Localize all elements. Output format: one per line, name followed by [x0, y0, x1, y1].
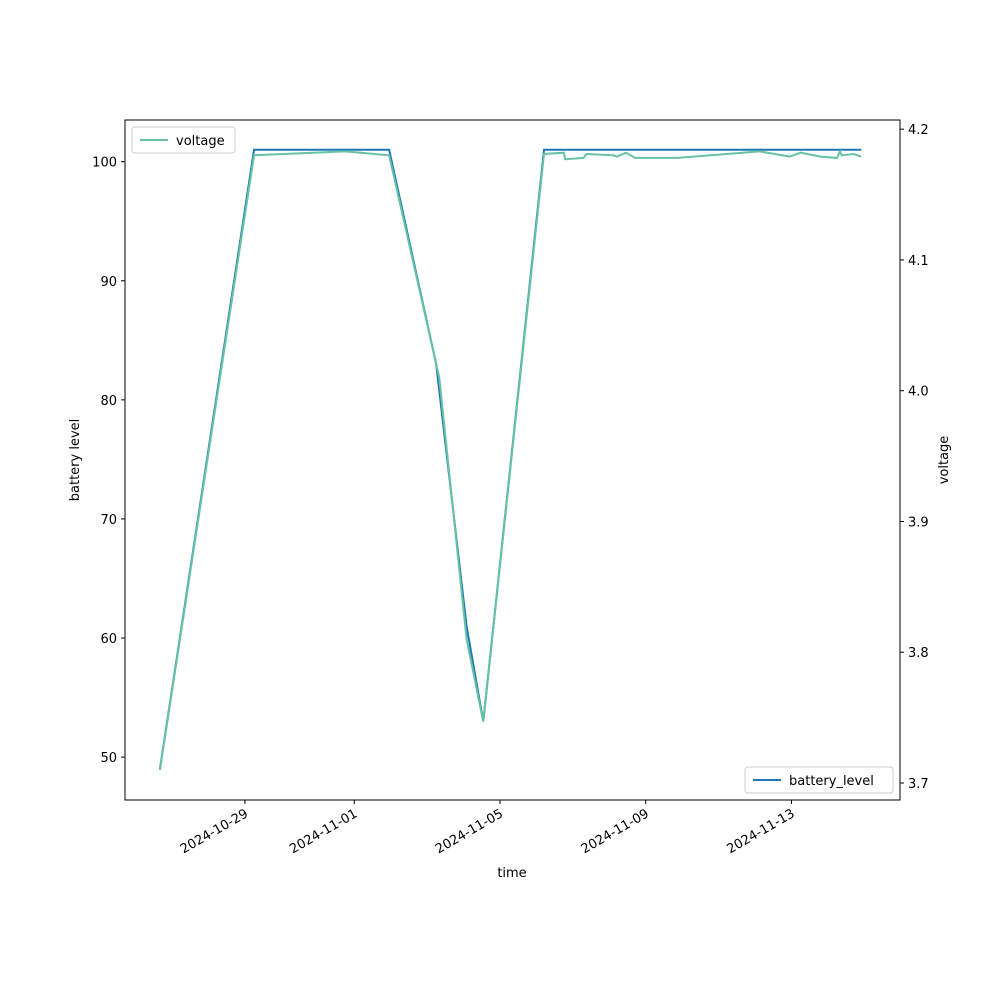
legend-box: [131, 126, 236, 154]
x-tick-label: 2024-11-05: [433, 806, 506, 857]
x-axis-label: time: [497, 866, 526, 881]
y-tick-label: 60: [100, 632, 117, 647]
x-tick-label: 2024-10-29: [178, 806, 251, 857]
legend-box: [744, 766, 894, 794]
y-tick-label: 70: [100, 513, 117, 528]
y-tick-label: 80: [100, 394, 117, 409]
x-tick-label: 2024-11-13: [725, 806, 798, 857]
y-tick-label: 100: [92, 156, 117, 171]
y2-tick-label: 3.9: [908, 515, 929, 530]
y2-tick-label: 3.7: [908, 777, 929, 792]
plot-frame: [124, 119, 901, 801]
legend-label: battery_level: [789, 774, 874, 789]
y-tick-label: 50: [100, 751, 117, 766]
y2-tick-label: 4.1: [908, 254, 929, 269]
y2-tick-label: 3.8: [908, 646, 929, 661]
y-axis-label: battery level: [68, 419, 83, 502]
y2-tick-label: 4.0: [908, 385, 929, 400]
x-tick-label: 2024-11-01: [287, 806, 360, 857]
y2-tick-label: 4.2: [908, 123, 929, 138]
x-tick-label: 2024-11-09: [579, 806, 652, 857]
y2-axis-label: voltage: [937, 436, 952, 485]
series-line: [158, 148, 862, 771]
legend-label: voltage: [176, 134, 225, 149]
y-tick-label: 90: [100, 275, 117, 290]
